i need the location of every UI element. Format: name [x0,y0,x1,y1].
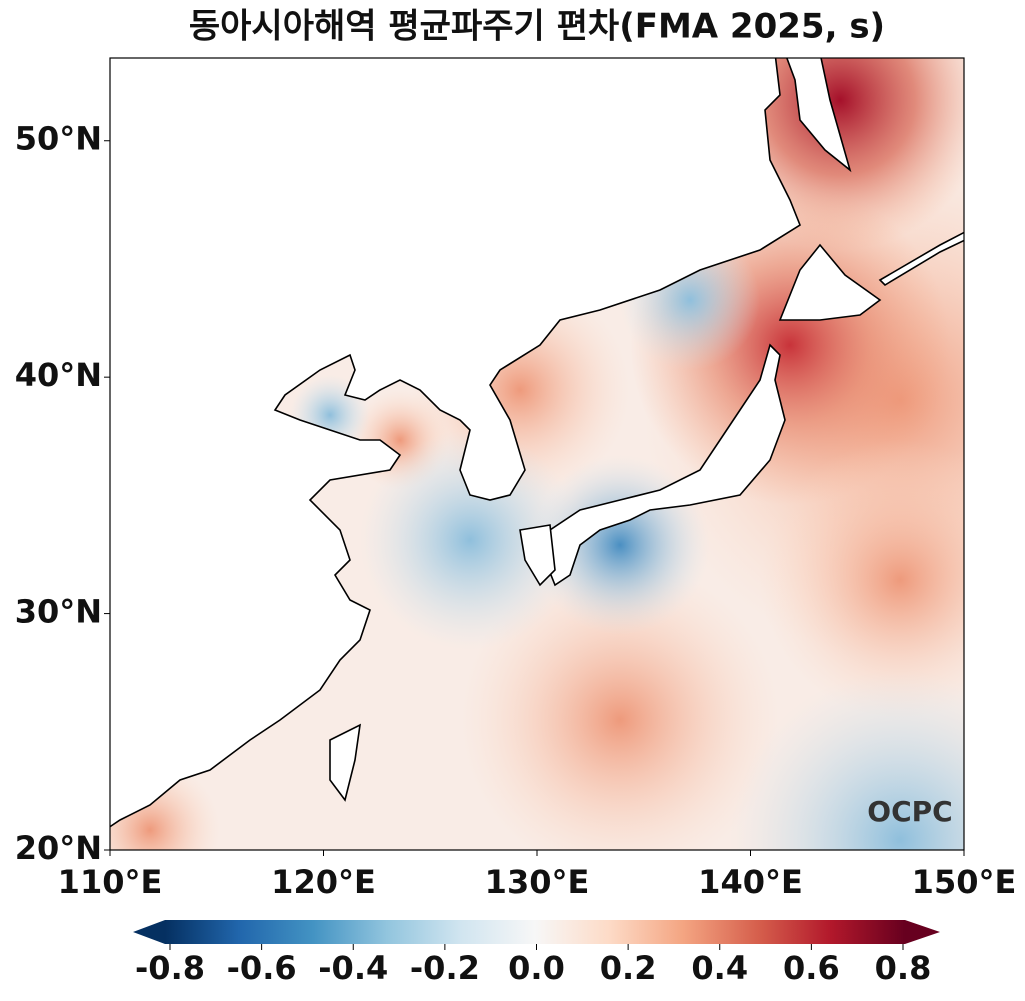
colorbar-extend-low [133,920,165,944]
colorbar-tick-label: -0.4 [318,949,388,987]
colorbar-tick-label: 0.4 [691,949,748,987]
colorbar-bar [165,920,905,944]
kurils [878,231,964,287]
watermark: OCPC [867,795,952,828]
y-tick-label: 50°N [15,120,102,158]
y-tick-label: 30°N [15,593,102,631]
field [110,58,964,850]
colorbar-tick-label: 0.6 [783,949,840,987]
x-tick-label: 120°E [271,863,376,901]
colorbar-tick-label: 0.0 [508,949,565,987]
kyushu [519,524,556,587]
map-title: 동아시아해역 평균파주기 편차(FMA 2025, s) [189,7,885,47]
colorbar [133,920,940,944]
honshu [544,343,786,587]
x-tick-label: 130°E [485,863,590,901]
taiwan [329,723,362,802]
y-tick-label: 20°N [15,829,102,867]
colorbar-tick-label: 0.2 [600,949,657,987]
colorbar-tick-label: -0.8 [135,949,205,987]
x-tick-label: 150°E [912,863,1017,901]
colorbar-extend-high [905,920,940,944]
colorbar-tick-label: -0.6 [227,949,297,987]
y-tick-label: 40°N [15,356,102,394]
x-tick-label: 110°E [58,863,163,901]
mainland [110,58,801,828]
sakhalin [785,58,852,173]
hokkaido [778,243,882,321]
colorbar-tick-label: 0.8 [875,949,932,987]
x-tick-label: 140°E [698,863,803,901]
colorbar-tick-label: -0.2 [410,949,480,987]
